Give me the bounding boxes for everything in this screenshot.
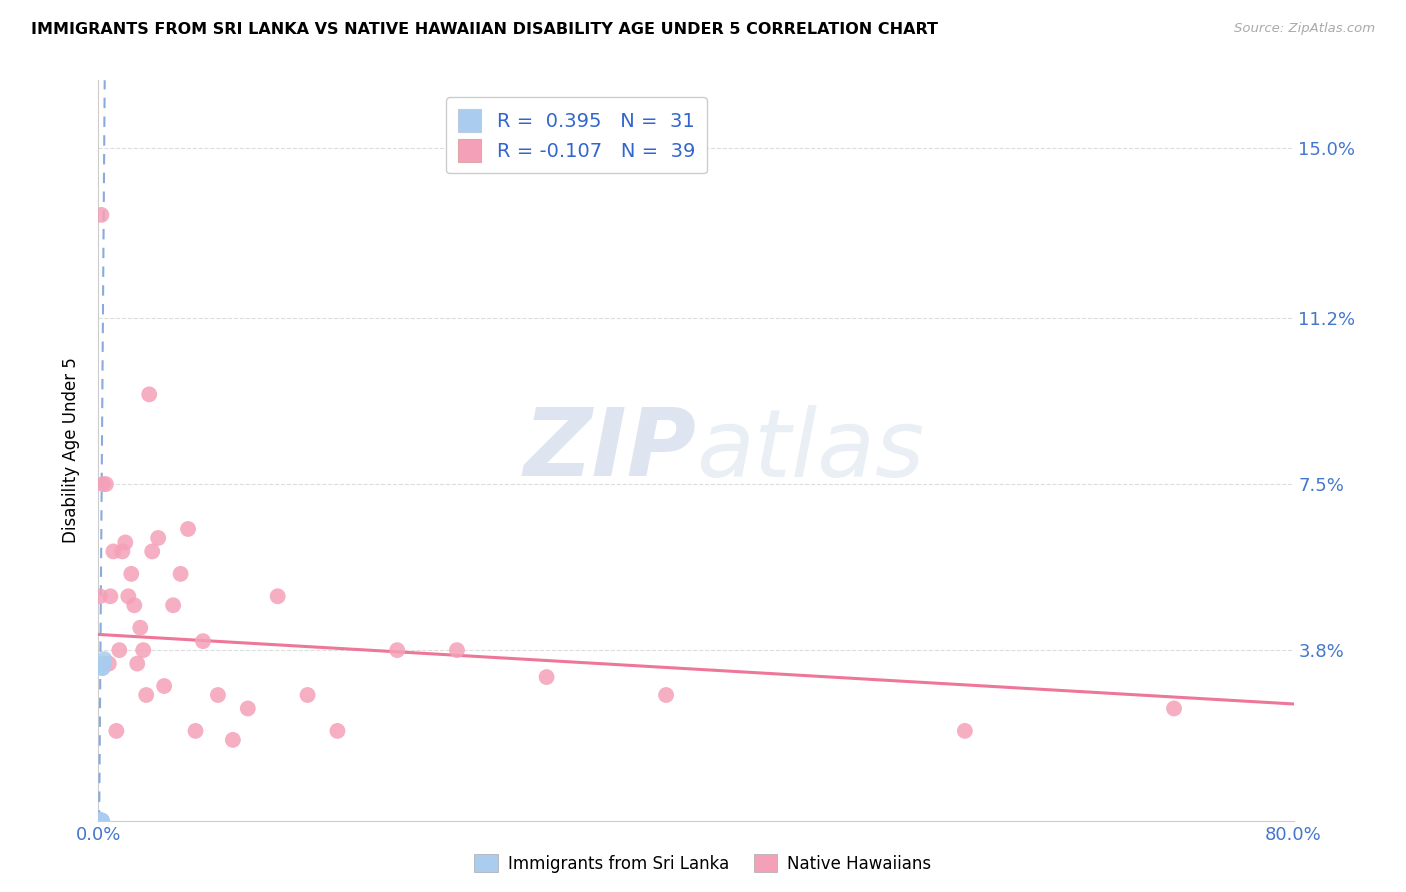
Point [97,657,120,671]
Point [297,688,319,702]
Point [148,531,170,545]
Point [114,535,136,549]
Point [124,599,146,613]
Point [326,723,349,738]
Point [89,814,111,828]
Point [89,814,111,828]
Point [169,566,191,581]
Point [153,679,176,693]
Point [89,814,111,828]
Point [90,814,112,828]
Point [536,670,558,684]
Point [89,814,111,828]
Point [953,723,976,738]
Point [120,566,142,581]
Point [94,477,117,491]
Text: ZIP: ZIP [523,404,696,497]
Point [89,814,111,828]
Point [141,544,163,558]
Point [135,688,157,702]
Point [89,814,111,828]
Point [207,688,229,702]
Point [267,589,290,603]
Point [91,477,114,491]
Point [446,643,468,657]
Point [162,599,184,613]
Point [91,661,114,675]
Point [177,522,200,536]
Point [89,814,111,828]
Point [90,814,112,828]
Point [91,661,114,675]
Point [111,544,134,558]
Point [385,643,409,657]
Point [127,657,149,671]
Point [93,657,115,671]
Point [89,814,111,828]
Point [222,732,245,747]
Point [90,814,112,828]
Point [90,208,112,222]
Point [90,814,112,828]
Point [89,814,111,828]
Point [90,814,112,828]
Text: Source: ZipAtlas.com: Source: ZipAtlas.com [1234,22,1375,36]
Point [89,814,111,828]
Legend: Immigrants from Sri Lanka, Native Hawaiians: Immigrants from Sri Lanka, Native Hawaii… [468,847,938,880]
Point [117,589,139,603]
Text: atlas: atlas [696,405,924,496]
Point [90,814,112,828]
Point [90,814,112,828]
Point [89,814,111,828]
Point [132,643,155,657]
Point [91,814,114,828]
Point [655,688,678,702]
Point [236,701,259,715]
Point [191,634,214,648]
Point [91,657,114,671]
Point [103,544,125,558]
Y-axis label: Disability Age Under 5: Disability Age Under 5 [62,358,80,543]
Text: IMMIGRANTS FROM SRI LANKA VS NATIVE HAWAIIAN DISABILITY AGE UNDER 5 CORRELATION : IMMIGRANTS FROM SRI LANKA VS NATIVE HAWA… [31,22,938,37]
Point [108,643,131,657]
Point [129,621,152,635]
Point [89,814,111,828]
Point [89,814,111,828]
Point [90,814,112,828]
Point [89,589,111,603]
Point [184,723,207,738]
Point [98,589,122,603]
Point [1163,701,1185,715]
Point [89,814,111,828]
Point [138,387,160,401]
Point [105,723,128,738]
Point [90,814,112,828]
Point [89,814,111,828]
Point [89,814,111,828]
Point [93,652,115,666]
Legend: R =  0.395   N =  31, R = -0.107   N =  39: R = 0.395 N = 31, R = -0.107 N = 39 [446,97,707,173]
